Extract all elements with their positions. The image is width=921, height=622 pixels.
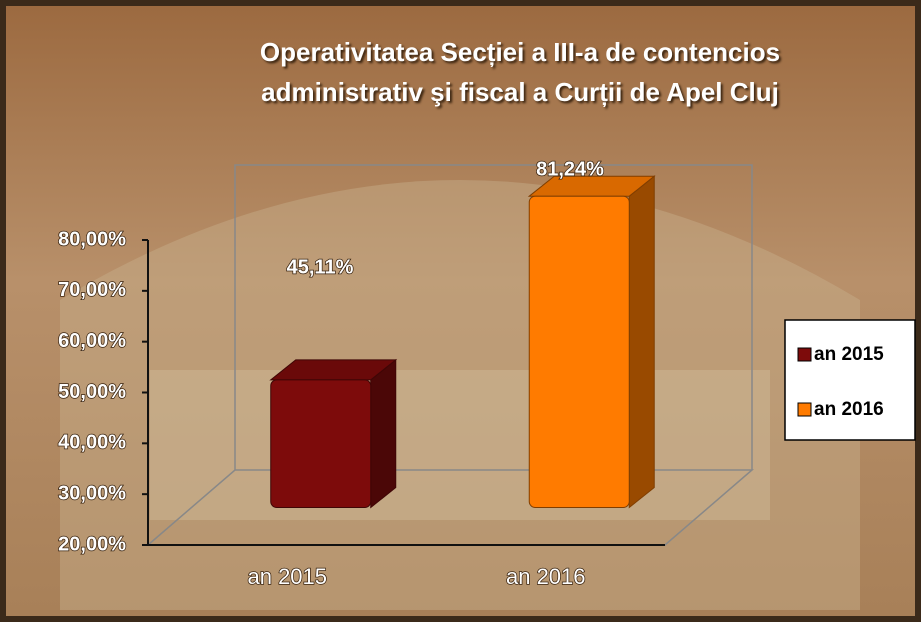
legend-box — [785, 320, 915, 440]
background-building — [150, 370, 770, 520]
y-tick-label: 80,00% — [58, 228, 126, 250]
legend-label: an 2016 — [814, 399, 884, 420]
y-tick-label: 30,00% — [58, 482, 126, 504]
bar-side — [629, 176, 654, 507]
x-tick-label: an 2015 — [247, 564, 327, 589]
bar-side — [371, 360, 396, 508]
page: 20,00% 30,00% 40,00% 50,00% 60,00% 70,00% 80,0… — [0, 0, 921, 622]
bar — [529, 196, 629, 507]
y-tick-label: 40,00% — [58, 432, 126, 454]
chart-title: Operativitatea Secției a III-a de conten… — [200, 32, 840, 112]
bar — [271, 380, 371, 508]
y-tick-label: 20,00% — [58, 533, 126, 555]
legend-marker — [798, 348, 811, 361]
value-label: 45,11% — [287, 256, 354, 278]
legend-marker — [798, 403, 811, 416]
legend-label: an 2015 — [814, 344, 884, 365]
y-tick-label: 50,00% — [58, 381, 126, 403]
value-label: 81,24% — [536, 158, 604, 180]
y-tick-label: 60,00% — [58, 330, 126, 352]
x-tick-label: an 2016 — [506, 564, 586, 589]
y-tick-label: 70,00% — [58, 279, 126, 301]
